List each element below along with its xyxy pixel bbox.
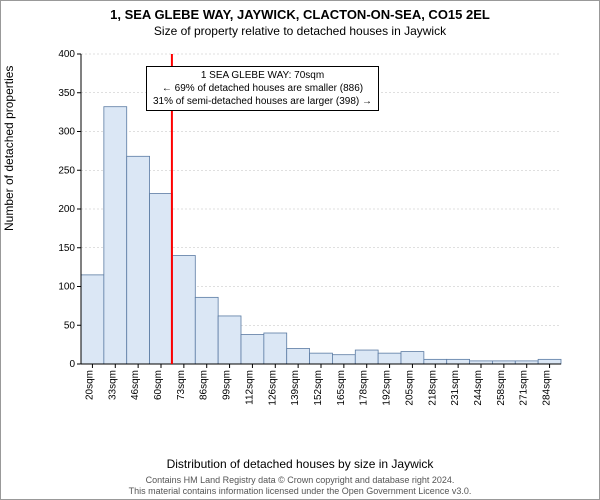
svg-text:400: 400 [58,49,75,60]
svg-text:218sqm: 218sqm [427,370,438,406]
svg-text:112sqm: 112sqm [244,370,255,405]
svg-text:0: 0 [69,359,75,370]
svg-text:150: 150 [58,243,75,254]
x-axis-label: Distribution of detached houses by size … [1,457,599,471]
svg-text:20sqm: 20sqm [84,370,95,400]
svg-text:350: 350 [58,88,75,99]
footer-text: Contains HM Land Registry data © Crown c… [1,475,599,497]
svg-text:73sqm: 73sqm [176,370,187,400]
svg-text:178sqm: 178sqm [359,370,370,406]
svg-text:139sqm: 139sqm [290,370,301,406]
y-axis-label: Number of detached properties [2,66,16,231]
svg-text:205sqm: 205sqm [404,370,415,406]
annotation-box: 1 SEA GLEBE WAY: 70sqm ← 69% of detached… [146,66,379,111]
annotation-line2: ← 69% of detached houses are smaller (88… [153,82,372,95]
svg-text:100: 100 [58,282,75,293]
chart-subtitle: Size of property relative to detached ho… [1,22,599,42]
footer-line2: This material contains information licen… [1,486,599,497]
svg-text:165sqm: 165sqm [336,370,347,406]
svg-text:284sqm: 284sqm [542,370,553,406]
svg-text:200: 200 [58,204,75,215]
svg-text:244sqm: 244sqm [473,370,484,406]
svg-text:86sqm: 86sqm [199,370,210,400]
svg-text:258sqm: 258sqm [496,370,507,406]
svg-text:33sqm: 33sqm [107,370,118,400]
annotation-line3: 31% of semi-detached houses are larger (… [153,95,372,108]
plot-area: 0 50 100 150 200 250 300 350 400 20sqm 33sqm 46sqm 6… [51,49,571,419]
footer-line1: Contains HM Land Registry data © Crown c… [1,475,599,486]
annotation-line1: 1 SEA GLEBE WAY: 70sqm [153,69,372,82]
svg-text:300: 300 [58,127,75,138]
svg-text:250: 250 [58,165,75,176]
svg-text:152sqm: 152sqm [313,370,324,406]
svg-text:50: 50 [64,320,76,331]
svg-text:231sqm: 231sqm [450,370,461,406]
svg-text:271sqm: 271sqm [519,370,530,406]
svg-text:99sqm: 99sqm [222,370,233,400]
svg-text:46sqm: 46sqm [130,370,141,400]
svg-text:126sqm: 126sqm [267,370,278,406]
chart-container: 1, SEA GLEBE WAY, JAYWICK, CLACTON-ON-SE… [0,0,600,500]
chart-title: 1, SEA GLEBE WAY, JAYWICK, CLACTON-ON-SE… [1,1,599,22]
svg-text:60sqm: 60sqm [153,370,164,400]
svg-text:192sqm: 192sqm [382,370,393,406]
